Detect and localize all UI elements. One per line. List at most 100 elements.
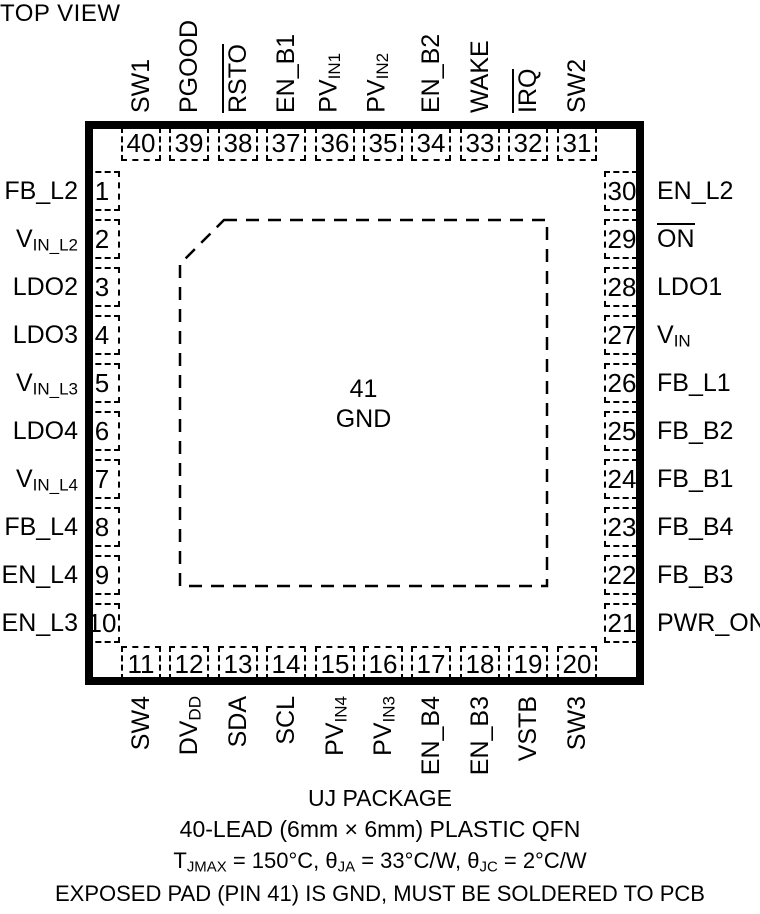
pin-label-text: DV: [175, 720, 203, 756]
pin-9-box: 9: [86, 555, 120, 595]
pin-label-text: PGOOD: [175, 19, 203, 113]
pin-label-text: IN2: [373, 53, 392, 80]
pin-label-text: IN: [673, 331, 691, 351]
exposed-pad-label: 41 GND: [180, 374, 547, 434]
pin-29-label: ON: [657, 223, 695, 255]
pin-number: 24: [607, 463, 637, 494]
pin-4-label: LDO3: [0, 319, 78, 351]
pin-label-text: PV: [314, 79, 343, 113]
pin-23-box: 23: [604, 507, 638, 547]
pin-5-box: 5: [86, 363, 120, 403]
pin-number: 20: [562, 648, 592, 679]
pin-label-text: ON: [657, 225, 695, 253]
pin-number: 23: [607, 511, 637, 542]
pin-number: 9: [94, 559, 110, 590]
footer-exposed-pad-note: EXPOSED PAD (PIN 41) IS GND, MUST BE SOL…: [55, 881, 705, 906]
pin-27-box: 27: [604, 315, 638, 355]
pin-number: 12: [174, 648, 204, 679]
pin-number: 36: [320, 127, 350, 158]
pin-number: 34: [416, 127, 446, 158]
pin-label-text: IN3: [379, 696, 399, 723]
pin-label-text: SCL: [272, 696, 300, 745]
pin-35-label: PVIN2: [362, 53, 397, 113]
pin-label-text: WAKE: [466, 40, 494, 113]
pin-8-label: FB_L4: [0, 511, 78, 543]
pin-7-label: VIN_L4: [0, 463, 78, 495]
pin-number: 38: [223, 127, 253, 158]
pin-number: 5: [94, 367, 110, 398]
pin-label-text: JMAX: [186, 858, 227, 876]
pin-label-text: LDO1: [657, 273, 723, 301]
pin-10-box: 10: [86, 603, 120, 643]
exposed-pad-number: 41: [349, 375, 378, 403]
pin-31-label: SW2: [563, 59, 591, 113]
pin-number: 3: [94, 271, 110, 302]
pin-36-label: PVIN1: [314, 53, 349, 113]
pin-label-text: EN_L4: [1, 561, 78, 589]
pin-label-text: FB_L1: [657, 369, 731, 397]
pin-3-label: LDO2: [0, 271, 78, 303]
pin-35-box: 35: [363, 127, 403, 161]
pin-39-label: PGOOD: [175, 20, 203, 113]
exposed-pad-name: GND: [335, 405, 392, 433]
pin-label-text: = 33°C/W, θ: [355, 848, 480, 873]
pin-label-text: FB_L4: [4, 513, 78, 541]
pin-label-text: IN4: [331, 696, 351, 723]
pin-label-text: V: [15, 369, 33, 397]
pin-34-label: EN_B2: [417, 34, 445, 113]
pin-number: 26: [607, 367, 637, 398]
pin-number: 31: [562, 127, 592, 158]
pin-number: 13: [223, 648, 253, 679]
pin-8-box: 8: [86, 507, 120, 547]
pin-27-label: VIN: [657, 319, 691, 351]
pin-14-label: SCL: [272, 696, 300, 745]
pin-label-text: FB_B4: [657, 513, 734, 541]
footer-thermal-specs: TJMAX = 150°C, θJA = 33°C/W, θJC = 2°C/W: [10, 848, 750, 875]
pin-label-text: IN_L4: [32, 475, 78, 495]
pin-15-label: PVIN4: [321, 696, 356, 756]
pin-4-box: 4: [86, 315, 120, 355]
pin-label-text: JC: [479, 858, 498, 876]
pin-29-box: 29: [604, 219, 638, 259]
pin-number: 28: [607, 271, 637, 302]
pin-25-label: FB_B2: [657, 415, 733, 447]
pin-label-text: IN_L3: [32, 379, 78, 399]
pin-2-label: VIN_L2: [0, 223, 78, 255]
pin-label-text: RSTO: [224, 44, 252, 113]
pin-7-box: 7: [86, 459, 120, 499]
pin-20-label: SW3: [563, 696, 591, 750]
package-outline: [85, 121, 644, 685]
pin-24-box: 24: [604, 459, 638, 499]
pin-label-text: SW1: [127, 58, 155, 113]
pin-label-text: IN1: [325, 53, 344, 80]
pin-5-label: VIN_L3: [0, 367, 78, 399]
pin-13-box: 13: [218, 646, 258, 680]
pin-12-box: 12: [169, 646, 209, 680]
pin-22-label: FB_B3: [657, 559, 733, 591]
pin-26-label: FB_L1: [657, 367, 731, 399]
pin-39-box: 39: [169, 127, 209, 161]
pin-label-text: VSTB: [514, 696, 542, 762]
pin-26-box: 26: [604, 363, 638, 403]
pin-number: 4: [94, 319, 110, 350]
pin-number: 40: [126, 127, 156, 158]
pin-number: 37: [271, 127, 301, 158]
pin-number: 32: [513, 127, 543, 158]
pin-28-label: LDO1: [657, 271, 722, 303]
pin-17-box: 17: [411, 646, 451, 680]
pin-33-box: 33: [460, 127, 500, 161]
pin-number: 11: [127, 648, 155, 679]
pin-label-text: JA: [337, 858, 356, 876]
pin-number: 17: [416, 648, 446, 679]
pin-label-text: IN_L2: [32, 235, 78, 255]
pin-23-label: FB_B4: [657, 511, 733, 543]
pin-label-text: SW2: [563, 58, 591, 113]
pin-32-label: IRQ: [512, 68, 542, 113]
pin-1-box: 1: [86, 171, 120, 211]
pin-40-label: SW1: [127, 59, 155, 113]
pin-number: 6: [94, 415, 110, 446]
pin-30-label: EN_L2: [657, 175, 733, 207]
pin-11-box: 11: [121, 646, 161, 680]
pin-19-box: 19: [508, 646, 548, 680]
